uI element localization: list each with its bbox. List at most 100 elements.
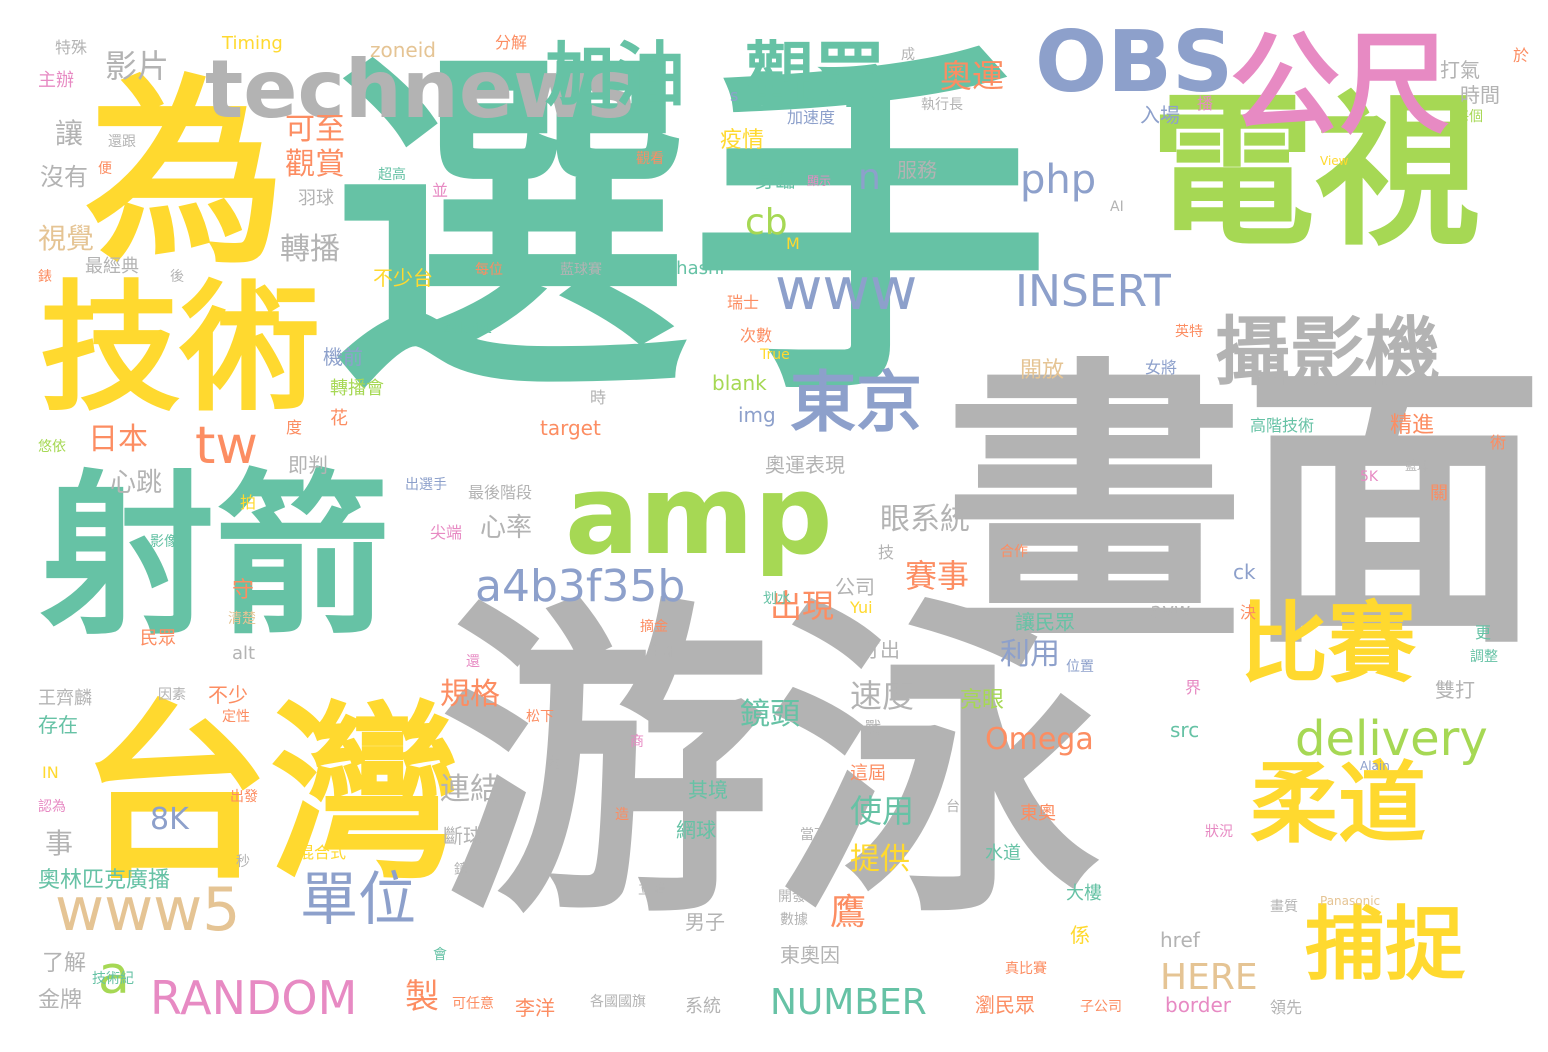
word-term-148: 瑞士 — [727, 293, 760, 312]
word-term-164: 成 — [901, 47, 915, 63]
word-term-133: 戰 — [865, 718, 882, 737]
word-term-165: 於 — [1513, 46, 1530, 65]
word-term-186: 內 — [546, 753, 563, 772]
word-number-34: NUMBER — [770, 982, 927, 1023]
word-alain-138: Alain — [1360, 759, 1390, 773]
word-term-106: 水道 — [985, 843, 1021, 864]
word-term-99: 民眾 — [140, 628, 176, 649]
word-term-62: 特殊 — [55, 38, 88, 57]
word-term-110: 東奧因 — [780, 943, 840, 967]
word-term-181: 位置 — [1066, 659, 1094, 675]
word-technews-11: technews — [205, 43, 635, 136]
word-term-3: 畫面 — [944, 335, 1544, 684]
word-target-79: target — [540, 416, 601, 440]
word-term-101: 尖端 — [430, 523, 463, 542]
word-term-22: 單位 — [300, 865, 417, 933]
word-img-81: img — [738, 403, 776, 427]
word-term-127: 悠依 — [38, 439, 66, 455]
word-term-45: 使用 — [850, 792, 915, 830]
word-term-32: 賽事 — [905, 557, 970, 595]
word-term-102: 其境 — [688, 778, 728, 802]
word-term-149: 次數 — [740, 326, 773, 345]
word-term-117: 系統 — [685, 996, 721, 1017]
word-term-120: 可任意 — [452, 996, 494, 1012]
word-term-189: 當下 — [800, 827, 828, 843]
word-term-44: 速度 — [850, 677, 915, 715]
word-term-66: 疫情 — [720, 128, 765, 153]
word-term-76: 機前 — [323, 345, 363, 369]
word-term-16: 比賽 — [1240, 592, 1417, 695]
word-term-163: 顯示 — [807, 174, 832, 188]
word-term-31: 眼系統 — [880, 502, 970, 537]
word-term-147: 女將 — [1145, 358, 1178, 377]
word-zobrist-151: Zobrist — [442, 321, 492, 337]
word-term-153: 藍球賽 — [560, 262, 602, 278]
word-term-185: 商 — [630, 734, 644, 750]
word-term-94: 雙打 — [1435, 678, 1475, 702]
word-term-172: 出選手 — [405, 477, 447, 493]
word-term-118: 各國國旗 — [590, 994, 646, 1010]
word-term-15: 攝影機 — [1215, 308, 1441, 396]
word-a4b3f35b-23: a4b3f35b — [475, 561, 686, 612]
word-term-67: 身臨 — [755, 168, 795, 192]
word-term-29: 奧運 — [940, 57, 1005, 95]
word-term-143: 每個 — [1455, 109, 1483, 125]
word-term-121: 子公司 — [1080, 999, 1122, 1015]
word-term-137: 調整 — [1470, 649, 1498, 665]
word-term-104: 這屆 — [850, 763, 886, 784]
word-term-169: 時 — [590, 388, 607, 407]
word-term-75: 羽球 — [298, 188, 334, 209]
word-term-78: 即判 — [288, 453, 328, 477]
word-term-18: 捕捉 — [1305, 898, 1465, 991]
word-term-7: 技術 — [40, 268, 321, 431]
word-term-183: 定性 — [222, 709, 250, 725]
word-term-6: 電視 — [1150, 76, 1480, 268]
word-term-42: 規格 — [440, 677, 500, 712]
word-term-96: 王齊麟 — [38, 688, 92, 709]
word-m-168: M — [786, 234, 800, 253]
word-amp-9: amp — [565, 451, 833, 579]
word-ai-145: AI — [1110, 199, 1124, 215]
word-random-25: RANDOM — [150, 971, 358, 1025]
word-true-150: True — [760, 347, 790, 363]
word-term-136: 更 — [1475, 623, 1492, 642]
word-term-155: 並 — [432, 181, 449, 200]
word-term-100: 最後階段 — [468, 483, 533, 502]
word-term-46: 連結 — [440, 772, 500, 807]
word-term-5: 為 — [85, 58, 286, 291]
word-5k-140: 5K — [1360, 469, 1379, 485]
word-www5-21: www5 — [55, 875, 241, 945]
word-term-85: 高階技術 — [1250, 416, 1315, 435]
word-term-54: 視覺 — [38, 222, 95, 255]
word-term-17: 柔道 — [1250, 752, 1427, 855]
word-term-90: 讓民眾 — [1015, 610, 1075, 634]
word-term-52: 可至 — [285, 112, 345, 147]
word-alt-98: alt — [232, 643, 256, 664]
word-term-154: 超高 — [378, 167, 406, 183]
word-term-109: 男子 — [685, 910, 725, 934]
word-php-28: php — [1020, 157, 1097, 203]
word-blank-80: blank — [712, 371, 767, 395]
word-term-174: 技 — [878, 543, 895, 562]
word-term-182: 因素 — [158, 687, 186, 703]
word-ohashi-74: Ohashi — [662, 258, 725, 279]
word-term-175: 合作 — [1000, 544, 1028, 560]
word-term-50: 心跳 — [110, 468, 163, 498]
word-8k-51: 8K — [150, 802, 189, 837]
word-term-158: 後 — [170, 269, 184, 285]
word-term-84: 精進 — [1390, 413, 1435, 438]
word-view-144: View — [1320, 154, 1349, 168]
word-term-4: 射箭 — [40, 456, 390, 659]
word-term-47: 利用 — [1000, 637, 1060, 672]
word-term-82: 奧運表現 — [765, 453, 845, 477]
word-term-125: 花 — [330, 408, 348, 429]
word-term-134: 界 — [1185, 678, 1202, 697]
word-tw-26: tw — [195, 416, 258, 476]
word-term-188: 造 — [615, 807, 629, 823]
word-term-40: 轉播 — [280, 232, 340, 267]
word-www-19: www — [775, 255, 918, 323]
word-panasonic-139: Panasonic — [1320, 894, 1381, 908]
word-term-56: 沒有 — [40, 163, 88, 191]
word-term-12: 加油 — [545, 34, 685, 116]
word-term-180: 還 — [466, 654, 480, 670]
